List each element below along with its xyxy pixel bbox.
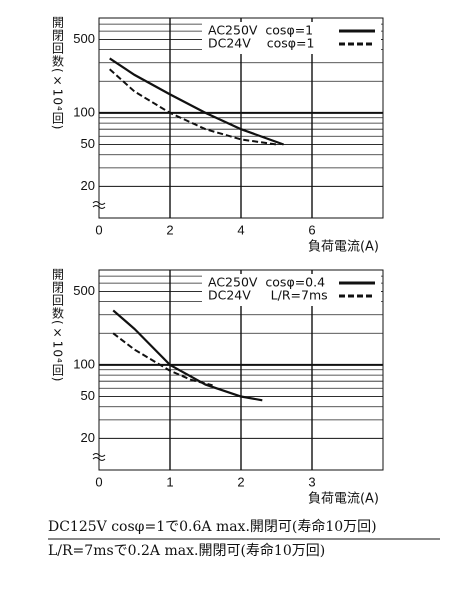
- y-tick-label: 20: [81, 430, 95, 445]
- axis-break: [92, 201, 106, 209]
- note: L/R=7msで0.2A max.開閉可(寿命10万回): [48, 542, 325, 559]
- x-tick-label: 2: [166, 222, 173, 237]
- y-tick-label: 100: [73, 104, 95, 119]
- legend-box: [202, 274, 381, 306]
- x-axis-label: 負荷電流(A): [308, 240, 379, 255]
- y-axis-label: 開閉回数(×10⁴回): [51, 16, 65, 131]
- legend-box: [202, 22, 381, 54]
- y-tick-label: 50: [81, 136, 95, 151]
- y-tick-label: 500: [73, 283, 95, 298]
- x-tick-label: 4: [237, 222, 244, 237]
- legend-label: AC250V cosφ=0.4: [208, 275, 325, 290]
- legend-label: AC250V cosφ=1: [208, 23, 313, 38]
- series-line: [112, 332, 213, 387]
- x-tick-label: 0: [95, 474, 102, 489]
- legend-label: DC24V L/R=7ms: [208, 288, 328, 303]
- x-tick-label: 6: [308, 222, 315, 237]
- y-tick-label: 50: [81, 388, 95, 403]
- x-tick-label: 1: [166, 474, 173, 489]
- x-axis-label: 負荷電流(A): [308, 492, 379, 507]
- axis-break: [92, 453, 106, 461]
- x-tick-label: 0: [95, 222, 102, 237]
- y-axis-label: 開閉回数(×10⁴回): [51, 268, 65, 383]
- series-line: [112, 309, 263, 402]
- series-line: [109, 68, 277, 146]
- series-line: [109, 57, 284, 146]
- x-tick-label: 3: [308, 474, 315, 489]
- legend-label: DC24V cosφ=1: [208, 36, 314, 51]
- y-tick-label: 100: [73, 356, 95, 371]
- y-tick-label: 500: [73, 31, 95, 46]
- y-tick-label: 20: [81, 178, 95, 193]
- note: DC125V cosφ=1で0.6A max.開閉可(寿命10万回): [48, 518, 377, 535]
- x-tick-label: 2: [237, 474, 244, 489]
